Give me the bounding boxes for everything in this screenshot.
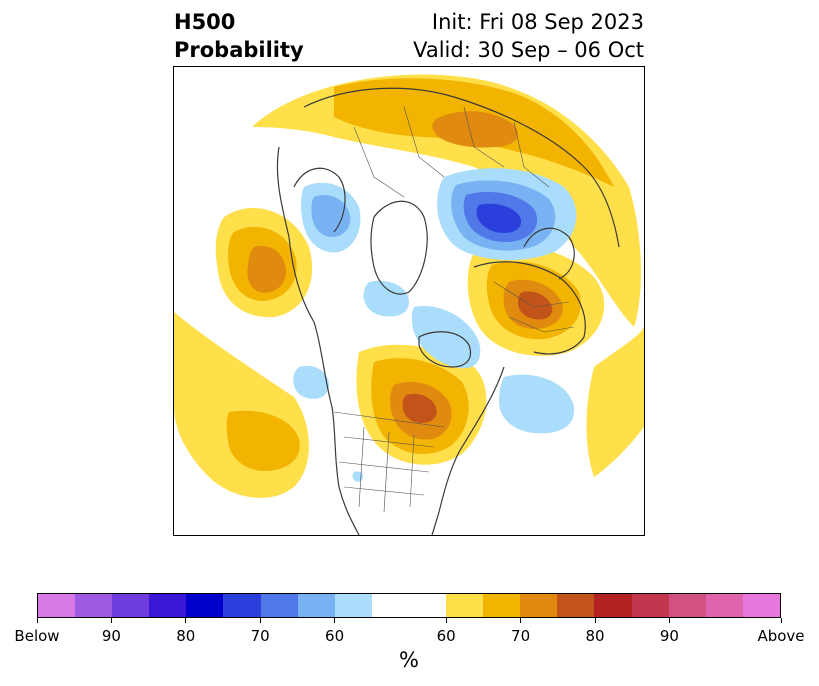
colorbar-tick	[594, 618, 596, 623]
colorbar-segment	[742, 594, 780, 617]
colorbar-segment	[260, 594, 298, 617]
below-region-hudson	[411, 306, 481, 369]
coast-europe	[473, 261, 586, 355]
colorbar-segment	[520, 594, 558, 617]
coast-scandinavia	[523, 227, 575, 280]
colorbar-segment	[668, 594, 706, 617]
coast-alaska	[293, 167, 346, 233]
colorbar-tick	[185, 618, 187, 623]
above-region-pacific-strong	[247, 245, 286, 293]
above-region-europe-stronger	[518, 291, 553, 320]
colorbar-segment	[446, 594, 484, 617]
colorbar-tick-label: 60	[436, 627, 456, 645]
colorbar-segment	[149, 594, 187, 617]
border-europe-1	[493, 281, 570, 308]
colorbar-segment	[223, 594, 261, 617]
below-region-north-atlantic	[499, 374, 575, 434]
colorbar-tick-label: 70	[250, 627, 270, 645]
colorbar-tick	[334, 618, 336, 623]
below-region-us-small	[352, 471, 364, 482]
coast-greenland	[370, 200, 428, 295]
colorbar-segment	[371, 594, 409, 617]
colorbar-tick	[445, 618, 447, 623]
colorbar-tick	[259, 618, 261, 623]
colorbar-tick	[668, 618, 670, 623]
colorbar-tick	[36, 618, 38, 623]
border-eurasia-1	[353, 126, 405, 198]
below-region-polar-stronger	[476, 203, 522, 233]
title-line-2: Probability	[174, 38, 304, 62]
chart-title: H500 Probability	[174, 8, 304, 64]
border-us-states-4	[358, 426, 365, 508]
coast-hudson-bay	[418, 331, 472, 368]
title-line-1: H500	[174, 10, 236, 34]
colorbar-segment	[75, 594, 113, 617]
above-region-southwest-mid	[226, 410, 300, 472]
border-us-canada	[333, 411, 445, 428]
colorbar-segment	[483, 594, 521, 617]
above-region-southwest	[174, 312, 309, 498]
above-region-canada-stronger	[402, 393, 437, 423]
colorbar-tick-label: 90	[659, 627, 679, 645]
colorbar-segment	[631, 594, 669, 617]
below-region-north-pacific	[293, 365, 329, 399]
above-region-arctic-strong	[432, 111, 518, 148]
colorbar-segment	[186, 594, 224, 617]
colorbar-segment	[594, 594, 632, 617]
colorbar-tick-label: Above	[757, 627, 805, 645]
coast-north-america-west	[276, 146, 360, 535]
colorbar-tick	[110, 618, 112, 623]
colorbar-segment	[557, 594, 595, 617]
coast-north-america-east	[431, 366, 505, 535]
colorbar-segment	[334, 594, 372, 617]
below-region-greenland-sea	[363, 280, 409, 317]
chart-subtitle: Init: Fri 08 Sep 2023 Valid: 30 Sep – 06…	[413, 8, 644, 64]
valid-range: Valid: 30 Sep – 06 Oct	[413, 38, 644, 62]
colorbar-tick-label: 80	[585, 627, 605, 645]
colorbar-segment	[38, 594, 76, 617]
above-normal-shading	[174, 74, 644, 498]
political-borders	[333, 106, 575, 513]
above-region-atlantic-edge	[586, 327, 644, 477]
colorbar-segment	[112, 594, 150, 617]
border-us-states-5	[383, 431, 390, 513]
init-date: Init: Fri 08 Sep 2023	[431, 10, 644, 34]
border-us-states-3	[343, 486, 425, 496]
below-region-alaska-mid	[311, 195, 351, 237]
border-eurasia-4	[513, 121, 550, 188]
colorbar	[37, 593, 781, 618]
colorbar-tick	[520, 618, 522, 623]
colorbar-tick-label: 80	[176, 627, 196, 645]
colorbar-segment	[408, 594, 447, 617]
border-europe-2	[508, 316, 575, 333]
colorbar-segment	[297, 594, 335, 617]
colorbar-tick-label: 70	[511, 627, 531, 645]
coastlines	[276, 87, 620, 535]
coast-eurasia-north	[303, 87, 620, 248]
border-eurasia-3	[463, 106, 505, 168]
border-us-states-2	[338, 461, 430, 473]
colorbar-tick-label: 60	[325, 627, 345, 645]
colorbar-tick-label: 90	[101, 627, 121, 645]
colorbar-tick	[780, 618, 782, 623]
border-eurasia-2	[403, 106, 445, 178]
border-us-states-1	[343, 436, 435, 448]
border-us-states-6	[409, 434, 415, 508]
colorbar-segment	[705, 594, 743, 617]
colorbar-tick-label: Below	[14, 627, 60, 645]
map-svg	[174, 74, 644, 535]
probability-map	[173, 66, 645, 536]
colorbar-unit-label: %	[399, 648, 419, 672]
